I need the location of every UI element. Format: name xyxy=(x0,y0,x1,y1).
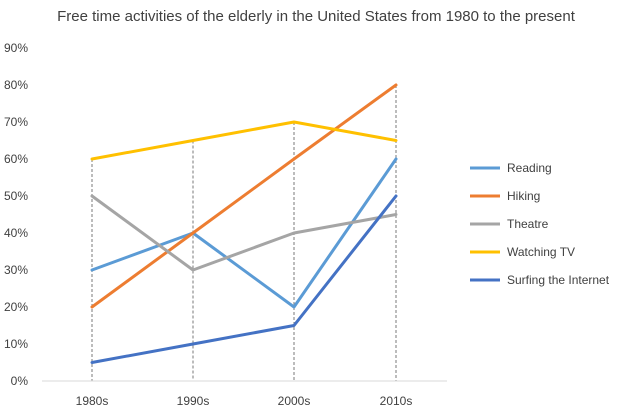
y-tick-label: 70% xyxy=(4,115,28,129)
series-lines xyxy=(90,83,398,364)
y-tick-label: 30% xyxy=(4,263,28,277)
series-line-reading xyxy=(90,157,398,309)
legend-label: Hiking xyxy=(507,189,540,203)
y-tick-label: 80% xyxy=(4,78,28,92)
series-line-theatre xyxy=(90,194,398,272)
y-tick-label: 40% xyxy=(4,226,28,240)
y-tick-label: 10% xyxy=(4,337,28,351)
y-tick-label: 90% xyxy=(4,41,28,55)
y-tick-label: 20% xyxy=(4,300,28,314)
y-tick-label: 60% xyxy=(4,152,28,166)
x-axis-ticks: 1980s 1990s 2000s 2010s xyxy=(76,394,413,408)
series-line-hiking xyxy=(90,83,398,309)
legend: Reading Hiking Theatre Watching TV Surfing t… xyxy=(470,161,610,287)
x-tick-label: 1980s xyxy=(76,394,109,408)
legend-label: Surfing the Internet xyxy=(507,273,610,287)
y-tick-label: 0% xyxy=(11,374,29,388)
drop-lines xyxy=(91,85,397,381)
chart-title: Free time activities of the elderly in t… xyxy=(57,8,576,25)
legend-label: Watching TV xyxy=(507,245,575,259)
x-tick-label: 2000s xyxy=(278,394,311,408)
legend-label: Theatre xyxy=(507,217,549,231)
y-tick-label: 50% xyxy=(4,189,28,203)
series-line-watching-tv xyxy=(90,120,398,161)
x-tick-label: 1990s xyxy=(177,394,210,408)
series-line-surfing-the-internet xyxy=(90,194,398,364)
x-tick-label: 2010s xyxy=(380,394,413,408)
legend-label: Reading xyxy=(507,161,552,175)
y-axis-ticks: 0% 10% 20% 30% 40% 50% 60% 70% 80% 90% xyxy=(4,41,28,388)
